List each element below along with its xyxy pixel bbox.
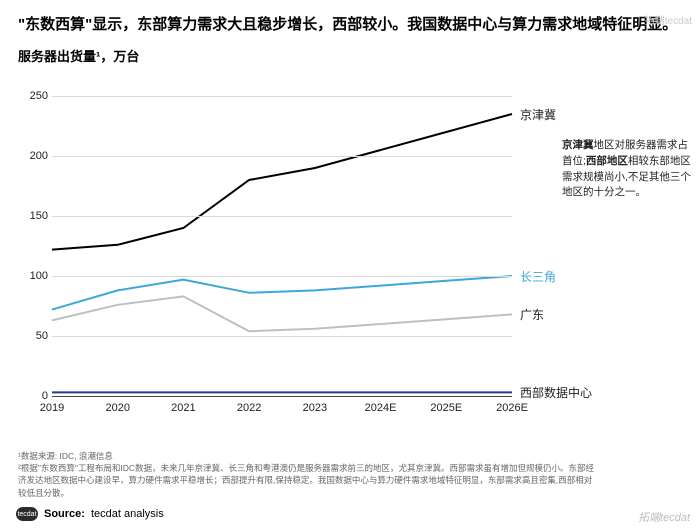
- gridline: [52, 216, 512, 217]
- chart-area: 0 50 100 150 200 250 2019 2020 2021 2022 2023 2024E…: [18, 90, 682, 430]
- gridline: [52, 396, 512, 397]
- chart-title: "东数西算"显示，东部算力需求大且稳步增长，西部较小。我国数据中心与算力需求地域…: [18, 14, 682, 36]
- series-line-广东: [52, 296, 512, 331]
- series-line-京津冀: [52, 114, 512, 250]
- footnotes: ¹数据来源: IDC, 浪潮信息 ²根据"东数西算"工程布局和IDC数据，未来几…: [18, 450, 600, 499]
- source-value: tecdat analysis: [91, 508, 164, 520]
- plot: 050100150200250201920202021202220232024E…: [52, 96, 512, 396]
- y-axis-label: 150: [22, 210, 48, 222]
- y-axis-label: 100: [22, 270, 48, 282]
- series-label-长三角: 长三角: [520, 268, 556, 285]
- watermark-top: 拓端tecdat: [645, 12, 692, 27]
- y-axis-label: 200: [22, 150, 48, 162]
- x-axis-label: 2023: [303, 402, 327, 414]
- footnote-2: ²根据"东数西算"工程布局和IDC数据，未来几年京津冀、长三角和粤港澳仍是服务器…: [18, 462, 600, 499]
- watermark-bottom: 拓端tecdat: [638, 509, 690, 525]
- chart-subtitle: 服务器出货量¹，万台: [18, 46, 682, 65]
- y-axis-label: 250: [22, 90, 48, 102]
- source-label: Source:: [44, 508, 85, 520]
- x-axis-label: 2021: [171, 402, 195, 414]
- chart-annotation: 京津冀地区对服务器需求占首位;西部地区相较东部地区需求规模尚小,不足其他三个地区…: [562, 138, 697, 201]
- gridline: [52, 276, 512, 277]
- x-axis-label: 2022: [237, 402, 261, 414]
- footnote-1: ¹数据来源: IDC, 浪潮信息: [18, 450, 600, 462]
- tecdat-logo: tecdat: [16, 507, 38, 521]
- series-label-广东: 广东: [520, 306, 544, 323]
- series-label-京津冀: 京津冀: [520, 106, 556, 123]
- x-axis-label: 2019: [40, 402, 64, 414]
- y-axis-label: 50: [22, 330, 48, 342]
- x-axis-label: 2020: [105, 402, 129, 414]
- gridline: [52, 96, 512, 97]
- x-axis-label: 2025E: [430, 402, 462, 414]
- x-axis-label: 2026E: [496, 402, 528, 414]
- source-row: tecdat Source: tecdat analysis: [16, 507, 164, 521]
- y-axis-label: 0: [22, 390, 48, 402]
- gridline: [52, 336, 512, 337]
- series-label-西部数据中心: 西部数据中心: [520, 384, 592, 401]
- gridline: [52, 156, 512, 157]
- x-axis-label: 2024E: [365, 402, 397, 414]
